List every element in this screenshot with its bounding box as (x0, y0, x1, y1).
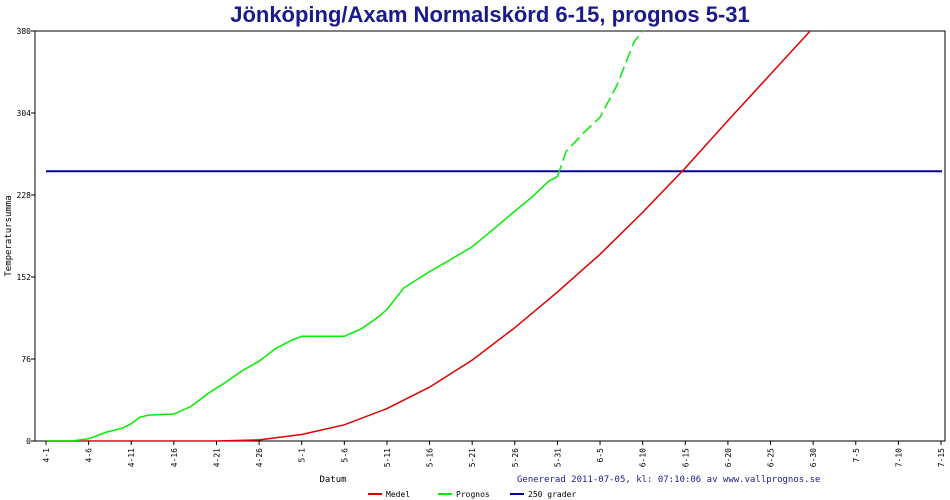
legend: Medel Prognos 250 grader (368, 490, 576, 499)
x-tick-label: 5-16 (426, 448, 435, 467)
x-tick-label: 6-15 (681, 448, 690, 467)
series-layer (46, 31, 942, 441)
x-tick-label: 6-20 (724, 448, 733, 467)
y-axis-ticks: 0 76 152 228 304 380 (17, 27, 35, 446)
x-tick-label: 6-30 (809, 448, 818, 467)
series-line-prognos-forecast (556, 31, 644, 177)
x-tick-label: 5-26 (511, 448, 520, 467)
x-tick-label: 5-11 (383, 448, 392, 467)
y-tick-label: 304 (17, 109, 32, 118)
y-axis-label: Temperatursumma (4, 195, 14, 276)
x-tick-label: 6-25 (767, 448, 776, 467)
x-tick-label: 4-26 (255, 448, 264, 467)
x-tick-label: 7-5 (852, 448, 861, 463)
legend-label: 250 grader (528, 490, 576, 499)
y-tick-label: 228 (17, 191, 32, 200)
x-tick-label: 6-5 (596, 448, 605, 463)
x-tick-label: 5-31 (553, 448, 562, 467)
legend-label: Prognos (456, 490, 490, 499)
x-axis-ticks: 4-1 4-6 4-11 4-16 4-21 4-26 5-1 5-6 5-11 5-16 5-21… (42, 441, 946, 467)
x-tick-label: 5-1 (298, 448, 307, 463)
plot-frame (34, 30, 946, 442)
series-line-medel (46, 31, 812, 441)
footer-text: Genererad 2011-07-05, kl: 07:10:06 av ww… (517, 475, 820, 485)
x-tick-label: 7-15 (937, 448, 946, 467)
y-tick-label: 152 (17, 273, 32, 282)
y-tick-label: 76 (21, 355, 31, 364)
x-tick-label: 4-6 (85, 448, 94, 463)
x-tick-label: 5-6 (340, 448, 349, 463)
chart-title: Jönköping/Axam Normalskörd 6-15, prognos… (230, 2, 750, 27)
legend-label: Medel (386, 490, 410, 499)
x-tick-label: 6-10 (639, 448, 648, 467)
x-tick-label: 4-21 (212, 448, 221, 467)
y-tick-label: 0 (26, 437, 31, 446)
y-tick-label: 380 (17, 27, 32, 36)
series-line-prognos-observed (46, 176, 558, 441)
x-tick-label: 4-11 (127, 448, 136, 467)
x-tick-label: 7-10 (894, 448, 903, 467)
x-tick-label: 5-21 (468, 448, 477, 467)
x-tick-label: 4-1 (42, 448, 51, 463)
x-tick-label: 4-16 (170, 448, 179, 467)
x-axis-label: Datum (319, 475, 346, 485)
